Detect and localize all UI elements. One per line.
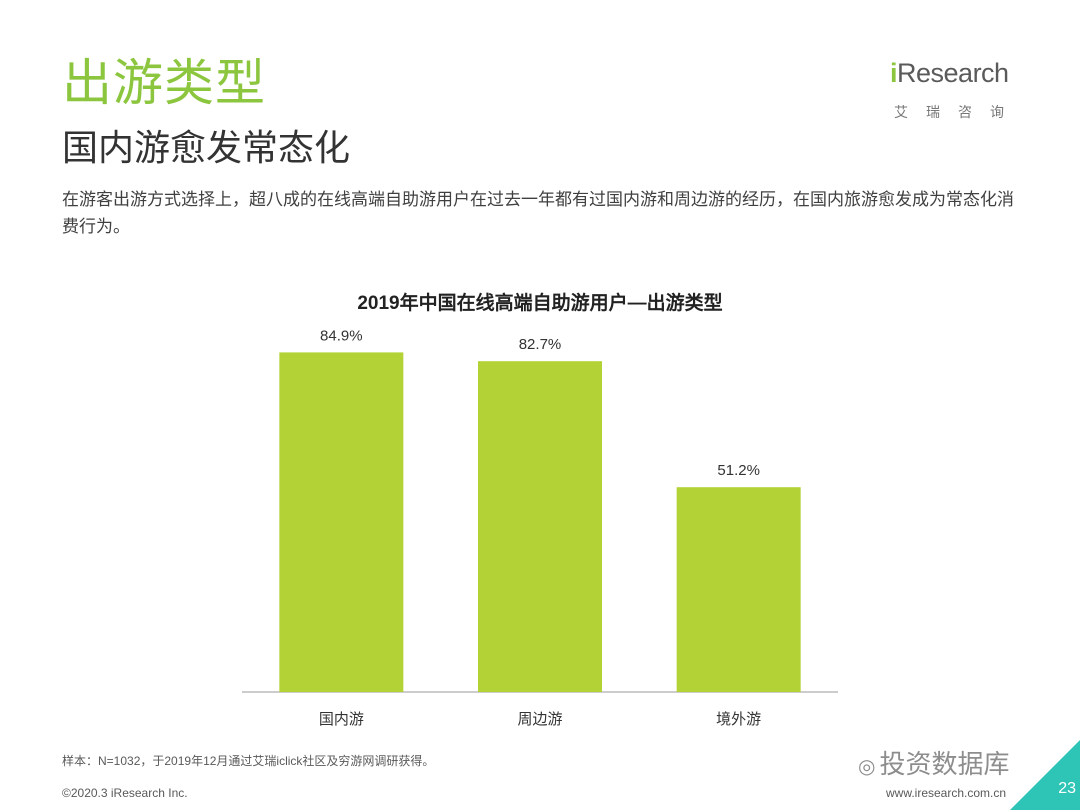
category-label-1: 国内游: [319, 711, 364, 728]
page-title: 出游类型: [62, 55, 266, 111]
chart-title: 2019年中国在线高端自助游用户—出游类型: [357, 293, 723, 314]
bar-2: [478, 361, 602, 692]
corner-decoration: [1010, 740, 1080, 810]
source-note: 样本：N=1032，于2019年12月通过艾瑞iclick社区及穷游网调研获得。: [62, 754, 435, 768]
bar-3: [676, 487, 801, 692]
category-label-2: 周边游: [517, 711, 562, 728]
copyright: ©2020.3 iResearch Inc.: [62, 786, 188, 800]
iresearch-logo: iResearch 艾瑞咨询: [890, 58, 1030, 128]
page-description: 在游客出游方式选择上，超八成的在线高端自助游用户在过去一年都有过国内游和周边游的…: [62, 190, 1014, 236]
data-label-2: 82.7%: [519, 336, 562, 353]
logo-wordmark: iResearch: [890, 58, 1009, 88]
site-url: www.iresearch.com.cn: [886, 786, 1007, 800]
data-label-3: 51.2%: [717, 462, 760, 479]
page-subtitle: 国内游愈发常态化: [62, 127, 351, 168]
page-number: 23: [1058, 780, 1076, 797]
data-label-1: 84.9%: [320, 327, 363, 344]
category-label-3: 境外游: [716, 710, 761, 728]
watermark: ◎ 投资数据库: [858, 749, 1010, 779]
wechat-icon: ◎: [858, 756, 876, 778]
bar-1: [279, 352, 404, 692]
logo-chinese-name: 艾瑞咨询: [894, 104, 1022, 120]
